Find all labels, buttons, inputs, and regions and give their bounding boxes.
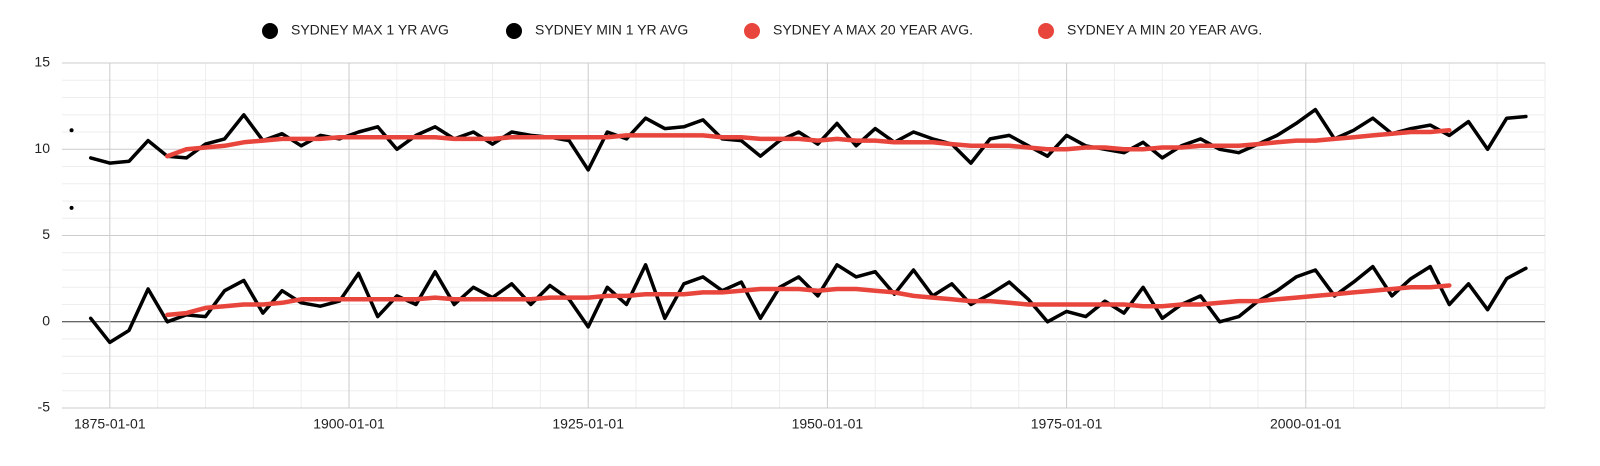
legend-label: SYDNEY A MAX 20 YEAR AVG. <box>773 22 973 38</box>
legend-label: SYDNEY MIN 1 YR AVG <box>535 22 688 38</box>
x-tick-label: 1950-01-01 <box>792 416 864 432</box>
y-tick-label: 0 <box>42 312 50 328</box>
y-tick-label: 5 <box>42 226 50 242</box>
y-tick-label: 15 <box>34 54 50 70</box>
x-tick-label: 1975-01-01 <box>1031 416 1103 432</box>
data-point <box>69 205 74 210</box>
legend-label: SYDNEY MAX 1 YR AVG <box>291 22 449 38</box>
x-tick-label: 1875-01-01 <box>74 416 146 432</box>
legend-label: SYDNEY A MIN 20 YEAR AVG. <box>1067 22 1262 38</box>
legend-marker <box>506 23 522 39</box>
x-tick-label: 1900-01-01 <box>313 416 385 432</box>
data-point <box>69 128 74 133</box>
y-tick-label: 10 <box>34 140 50 156</box>
series-line <box>165 128 1452 159</box>
legend-marker <box>1038 23 1054 39</box>
x-tick-label: 2000-01-01 <box>1270 416 1342 432</box>
legend-marker <box>262 23 278 39</box>
y-tick-label: -5 <box>38 399 51 415</box>
x-tick-label: 1925-01-01 <box>552 416 624 432</box>
series-line <box>88 263 1528 345</box>
legend-marker <box>744 23 760 39</box>
series-line <box>165 283 1452 318</box>
